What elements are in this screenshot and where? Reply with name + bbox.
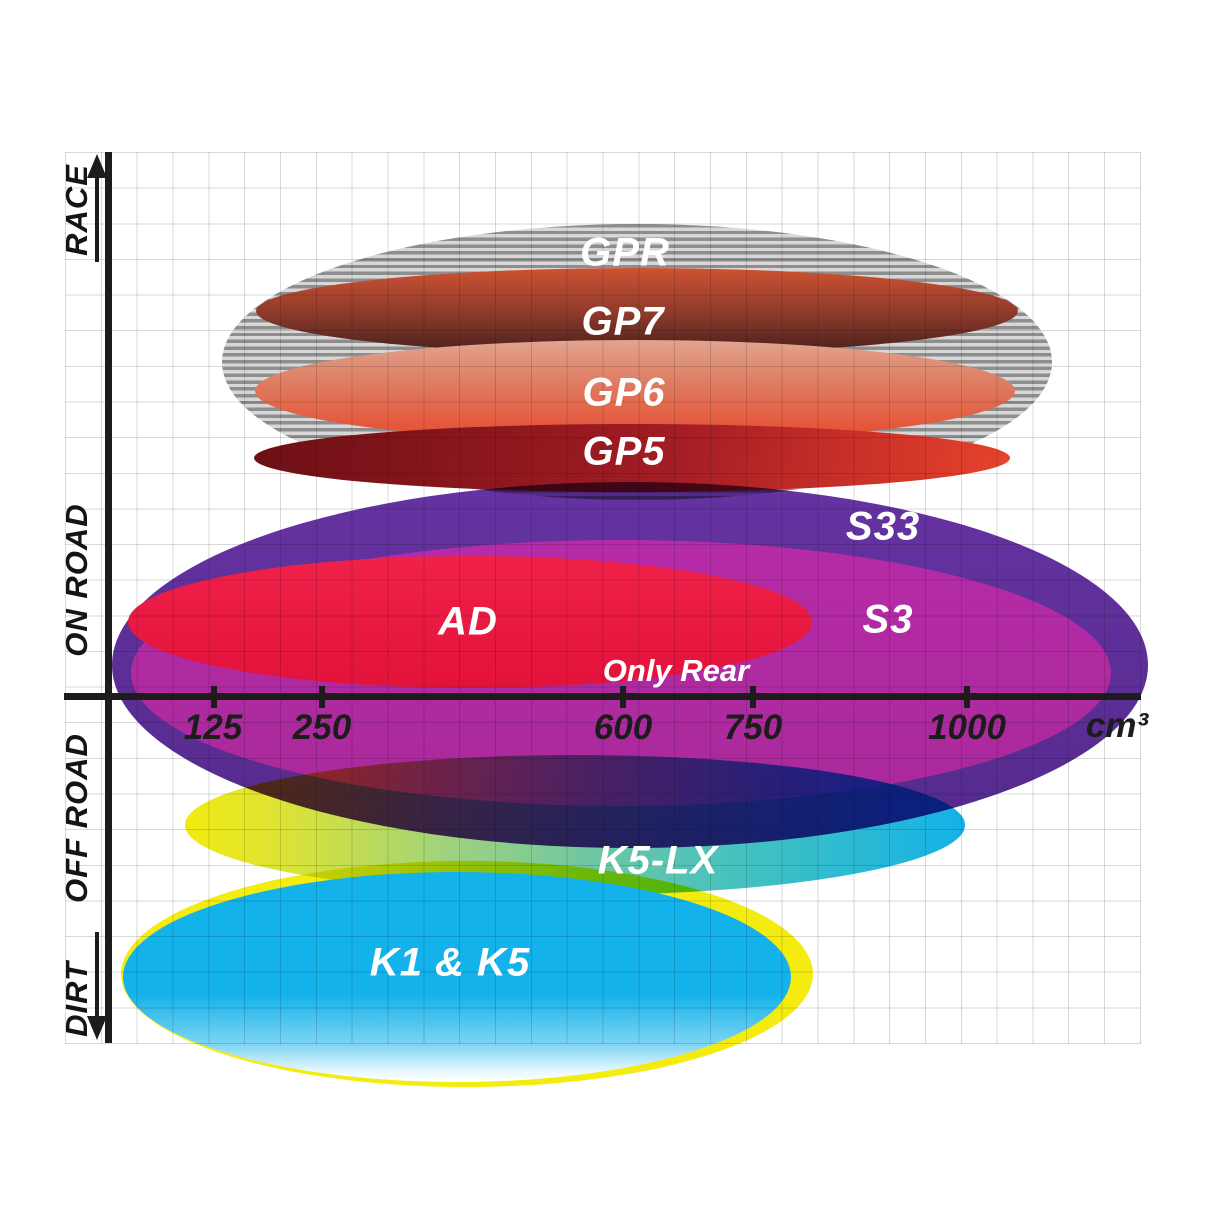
label-gp5: GP5 <box>582 429 666 474</box>
y-label-off-road: OFF ROAD <box>59 733 94 903</box>
ellipse-ad <box>128 556 812 688</box>
x-tick-125 <box>211 686 217 708</box>
y-axis-line <box>105 152 112 1043</box>
label-only-rear: Only Rear <box>602 653 750 688</box>
x-tick-250 <box>319 686 325 708</box>
label-k5lx: K5-LX <box>597 838 719 883</box>
dirt-arrow-down-icon <box>87 1016 107 1040</box>
dirt-arrow-line <box>95 932 99 1018</box>
label-s3: S3 <box>862 597 914 642</box>
y-label-race: RACE <box>59 164 94 256</box>
x-tick-label-1000: 1000 <box>928 708 1006 747</box>
label-gp6: GP6 <box>582 370 666 415</box>
ellipse-gp7 <box>256 268 1018 354</box>
y-label-dirt: DIRT <box>59 961 94 1037</box>
ellipse-gp5 <box>254 424 1010 492</box>
label-gp7: GP7 <box>581 299 665 344</box>
x-axis-unit-label: cm³ <box>1085 706 1149 745</box>
x-axis-line <box>64 693 1141 700</box>
x-tick-600 <box>620 686 626 708</box>
label-k1k5: K1 & K5 <box>369 940 531 985</box>
y-label-on-road: ON ROAD <box>59 503 94 657</box>
label-gpr: GPR <box>580 230 670 275</box>
ellipse-k1k5 <box>123 872 791 1082</box>
x-tick-label-600: 600 <box>593 708 653 747</box>
label-s33: S33 <box>845 504 921 549</box>
x-tick-label-125: 125 <box>183 708 243 747</box>
x-tick-label-250: 250 <box>292 708 352 747</box>
x-tick-1000 <box>964 686 970 708</box>
race-arrow-up-icon <box>87 154 107 178</box>
race-arrow-line <box>95 176 99 262</box>
x-tick-750 <box>750 686 756 708</box>
label-ad: AD <box>438 599 498 644</box>
x-tick-label-750: 750 <box>723 708 783 747</box>
